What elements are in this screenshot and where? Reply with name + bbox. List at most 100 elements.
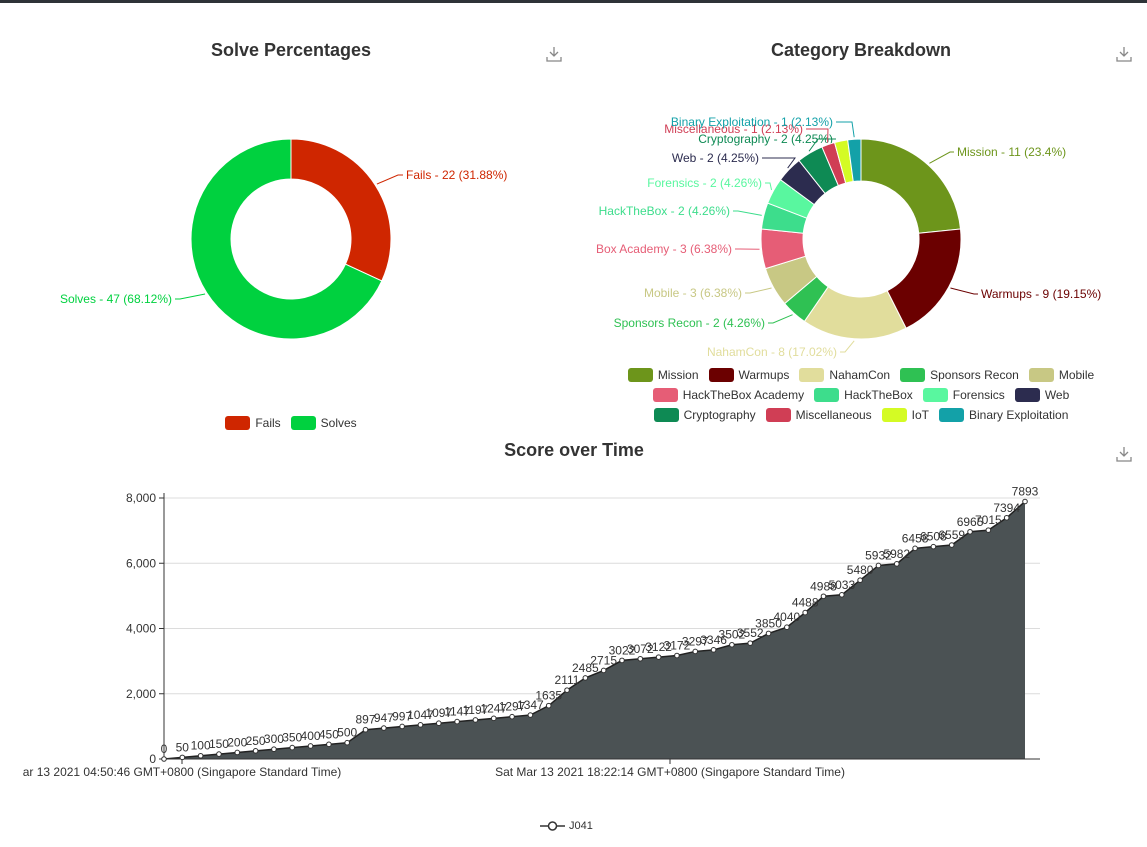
data-point [912,545,918,552]
data-label: 1635 [535,689,562,703]
series-line [163,500,1026,760]
legend-label: Sponsors Recon [930,368,1019,382]
solve-pie-chart: Fails - 22 (31.88%) Solves - 47 (68.12%) [60,138,507,340]
data-label: 5033 [828,578,855,592]
score-legend[interactable]: J041 [540,819,593,833]
legend-swatch [922,388,948,402]
legend-item[interactable]: HackTheBox [814,388,913,402]
data-label: 1247 [480,701,507,715]
data-point [381,725,387,731]
data-label: 400 [301,729,321,743]
legend-label: Forensics [952,388,1005,402]
legend-item[interactable]: Forensics [922,388,1005,402]
data-label: 1097 [425,706,452,720]
legend-item[interactable]: Sponsors Recon [900,368,1019,382]
legend-swatch [708,368,734,382]
legend-item[interactable]: IoT [881,408,929,422]
slice-label: HackTheBox - 2 (4.26%) [599,204,730,218]
data-point [234,749,241,756]
legend-label: Binary Exploitation [969,408,1069,422]
legend-item[interactable]: Binary Exploitation [939,408,1068,422]
data-point [216,751,222,757]
data-label: 0 [161,742,168,756]
data-label: 250 [246,734,266,748]
data-label: 100 [191,739,211,753]
data-point [252,748,259,754]
legend-swatch [290,416,316,430]
data-point [674,652,680,659]
data-point [875,562,882,569]
legend-item[interactable]: Mission [627,368,699,382]
download-icon[interactable] [545,45,563,63]
data-point [399,723,405,730]
data-label: 4488 [792,596,819,610]
data-point [344,739,350,746]
slice-label: NahamCon - 8 (17.02%) [707,345,837,359]
legend-label: Miscellaneous [795,408,872,422]
label-line [806,128,829,143]
y-tick-label: 2,000 [126,687,156,701]
area-fill [164,501,1025,759]
legend-swatch [814,388,840,402]
data-label: 897 [355,713,375,727]
data-point [637,655,644,662]
legend-row: Fails Solves [0,416,582,430]
top-bar [0,0,1147,3]
data-label: 2485 [572,661,599,675]
data-point [1003,514,1010,521]
legend-swatch [627,368,653,382]
legend-item[interactable]: Miscellaneous [765,408,872,422]
legend-line-marker-icon [540,821,565,831]
data-label: 947 [374,711,394,725]
data-point [893,561,900,567]
category-legend: Mission Warmups NahamCon Sponsors Recon Mobi… [575,368,1147,428]
data-point [747,640,754,646]
data-label: 3502 [719,628,746,642]
legend-swatch [653,408,679,422]
data-label: 1347 [517,698,544,712]
legend-item[interactable]: Mobile [1028,368,1095,382]
slice-label: Forensics - 2 (4.26%) [647,176,762,190]
data-point [600,667,607,674]
legend-item[interactable]: Solves [290,416,357,430]
data-point [289,744,296,751]
legend-item[interactable]: Fails [225,416,281,430]
data-label: 200 [227,735,247,749]
legend-label: Warmups [738,368,790,382]
data-point [948,542,955,548]
legend-item[interactable]: Warmups [708,368,790,382]
label-line [808,138,836,152]
data-point [271,746,277,753]
data-label: 4040 [773,610,800,624]
data-label: 3072 [627,642,654,656]
legend-swatch [225,416,251,430]
legend-item[interactable]: Web [1014,388,1070,402]
label-line [745,287,772,294]
legend-label: HackTheBox [844,388,913,402]
data-point [930,543,937,550]
legend-label: Web [1044,388,1070,402]
data-point [545,702,552,709]
label-line [733,210,762,216]
data-point [435,720,442,727]
label-line [765,182,773,191]
download-icon[interactable] [1115,45,1133,63]
data-point [619,657,625,664]
data-point [197,752,204,759]
legend-label: Mobile [1058,368,1095,382]
data-label: 350 [282,731,302,745]
legend-item[interactable]: NahamCon [799,368,890,382]
data-point [985,527,992,533]
legend-item[interactable]: HackTheBox Academy [652,388,804,402]
legend-item[interactable]: Cryptography [653,408,756,422]
legend-label: J041 [569,820,593,832]
download-icon[interactable] [1115,445,1133,463]
data-point [454,718,460,725]
data-point [857,577,863,584]
label-line [950,287,978,295]
data-point [839,591,845,598]
data-label: 5982 [883,547,910,561]
data-label: 1147 [444,705,470,719]
data-point [1022,498,1028,505]
data-point [820,593,827,600]
